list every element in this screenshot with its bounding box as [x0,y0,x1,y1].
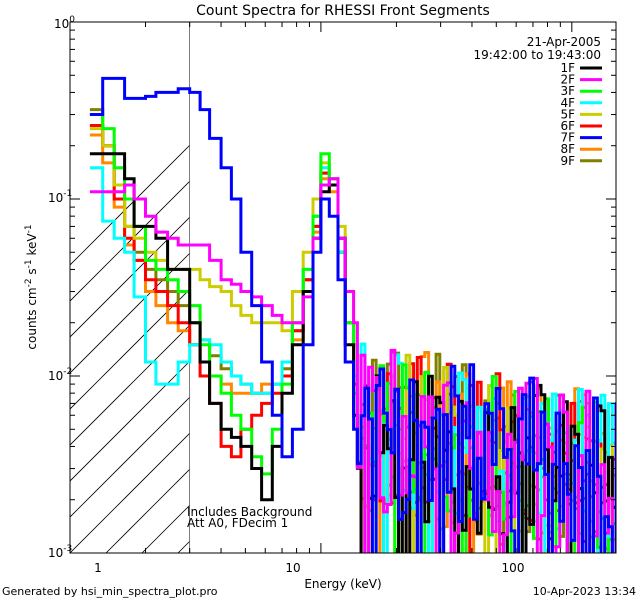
legend-label-8F: 8F [560,142,575,156]
legend-label-7F: 7F [560,131,575,145]
legend-label-9F: 9F [560,154,575,168]
x-tick-label-100: 100 [502,561,525,575]
legend-label-6F: 6F [560,119,575,133]
y-tick-label-0.1: 10-1 [48,189,72,205]
y-tick-label-1: 100 [54,15,75,31]
observation-date: 21-Apr-2005 [527,35,601,49]
legend-label-5F: 5F [560,107,575,121]
legend-label-3F: 3F [560,84,575,98]
legend-label-1F: 1F [560,61,575,75]
y-tick-label-0.001: 10-3 [48,544,72,560]
y-axis-label: counts cm-2 s-1 keV-1 [24,224,39,349]
y-tick-label-0.01: 10-2 [48,367,72,383]
generated-by-note: Generated by hsi_min_spectra_plot.pro [2,585,218,598]
axis-ticks [69,22,616,554]
attenuator-note: Att A0, FDecim 1 [187,516,288,530]
chart-title: Count Spectra for RHESSI Front Segments [196,3,490,19]
plot-frame [69,21,617,554]
legend-label-2F: 2F [560,73,575,87]
x-tick-label-10: 10 [285,561,300,575]
x-tick-label-1: 1 [94,561,102,575]
series-group [89,76,616,553]
x-axis-label: Energy (keV) [304,577,381,591]
legend-label-4F: 4F [560,96,575,110]
background-note: Includes Background [187,505,312,519]
footer-timestamp: 10-Apr-2023 13:34 [532,585,636,598]
time-range: 19:42:00 to 19:43:00 [474,48,601,62]
series-line-7F [89,76,616,553]
